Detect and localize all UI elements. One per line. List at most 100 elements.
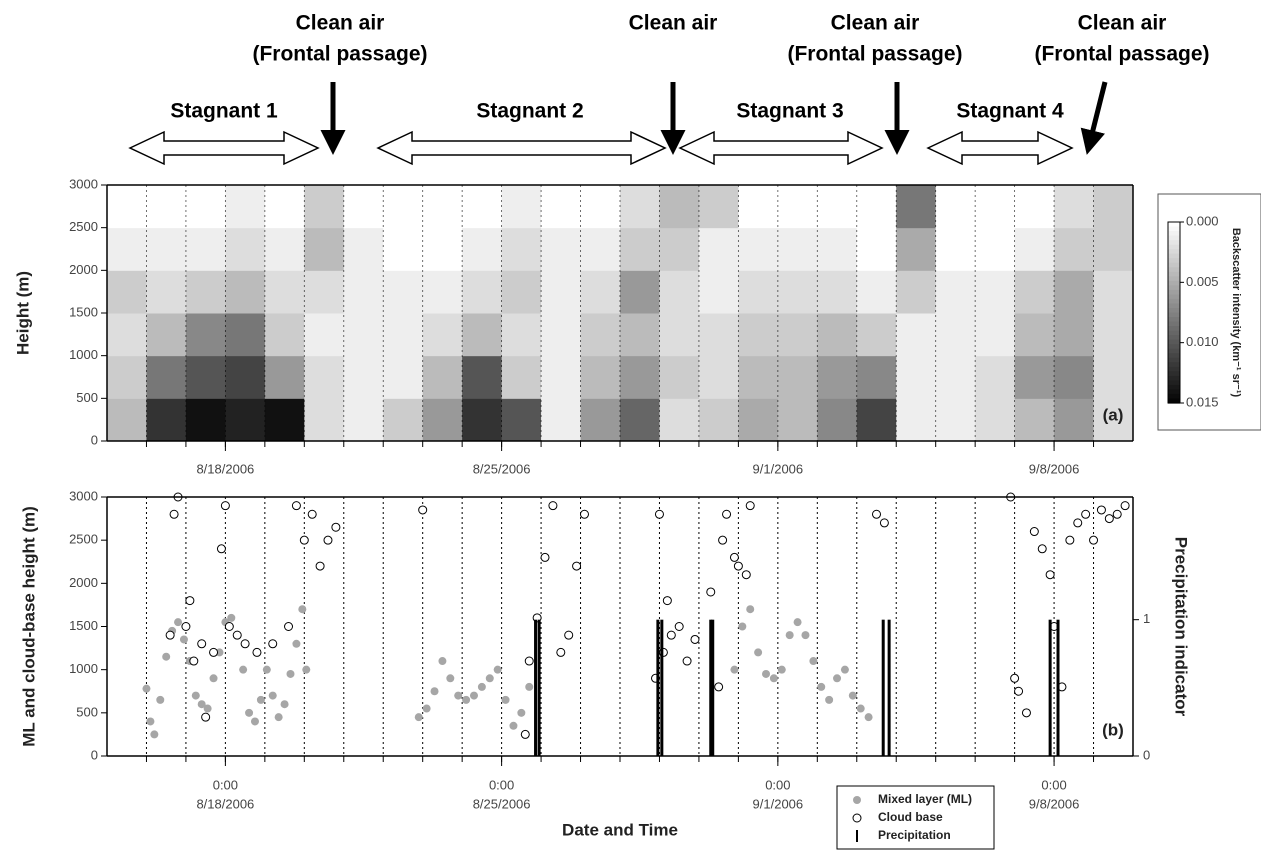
heat-cell [264,270,305,314]
ml-point [809,657,818,666]
ml-point [174,618,183,627]
colorbar-tick-label: 0.010 [1186,334,1219,349]
heat-cell [698,313,739,357]
heat-cell [185,355,226,399]
heat-cell [501,227,542,271]
y-tick-label: 0 [91,747,98,762]
cloud-base-point [729,552,739,562]
heat-cell [541,270,582,314]
ml-point [769,674,778,683]
ml-point [462,695,471,704]
heat-cell [620,313,660,357]
ml-point [280,700,289,709]
ml-point [245,708,254,717]
panel-label: (b) [1102,720,1124,739]
annotation: Stagnant 1 [170,100,278,123]
heat-cell [383,270,424,314]
colorbar-step [1168,348,1180,354]
precip-bar [709,619,713,756]
heat-cell [659,313,700,357]
heat-cell [698,355,739,399]
heat-cell [935,227,976,271]
heat-cell [185,185,226,229]
ml-point [817,682,826,691]
ml-point [298,605,307,614]
ml-point [517,708,526,717]
heat-cell [422,313,463,357]
ml-point [777,665,786,674]
heat-cell [343,270,384,314]
heat-cell [343,227,384,271]
heat-cell [422,185,463,229]
heat-cell [817,313,858,357]
heat-cell [107,355,147,399]
heat-cell [738,227,779,271]
heat-cell [343,355,384,399]
ml-point [262,665,271,674]
heat-cell [620,227,660,271]
y-tick-label: 2000 [69,575,98,590]
cloud-base-point [220,501,230,511]
heat-cell [856,313,897,357]
x-tick-label: 9/1/2006 [753,796,804,811]
cloud-base-point [181,622,191,631]
ml-point [142,684,151,693]
heat-cell [185,398,226,442]
cloud-base-point [706,587,716,597]
y-axis-label: Height (m) [13,271,32,355]
cloud-base-point [872,509,881,519]
heat-cell [185,313,226,357]
heat-cell [738,355,779,399]
heat-cell [1093,185,1134,229]
heat-cell [896,398,937,442]
legend-box [836,785,995,850]
ml-point [227,613,236,622]
colorbar-step [1168,258,1180,264]
heat-cell [383,185,424,229]
ml-point [840,665,849,674]
colorbar-step [1168,335,1180,341]
colorbar-step [1168,244,1180,250]
ml-point [509,721,518,730]
heat-cell [462,313,503,357]
cloud-base-point [564,630,574,640]
heat-cell [1014,227,1055,271]
heat-cell [620,398,660,442]
heat-cell [1093,313,1134,357]
heat-cell [1014,398,1055,442]
colorbar-step [1168,362,1180,368]
heat-cell [580,355,621,399]
heat-cell [383,227,424,271]
panel-label: (a) [1103,405,1124,424]
colorbar-step [1168,298,1180,305]
ml-point [785,631,794,640]
cloud-base-point [197,639,207,649]
cloud-base-point [307,509,317,519]
ml-point [493,665,502,674]
heat-cell [1093,398,1134,442]
x-tick-label: 8/25/2006 [473,796,531,811]
y-axis-label: ML and cloud-base height (m) [19,506,38,747]
cloud-base-point [662,596,672,606]
x-tick-label: 9/8/2006 [1029,461,1080,476]
arrow [1080,81,1108,155]
double-arrow [128,130,320,166]
ml-point [150,730,159,739]
heat-cell [777,227,818,271]
heat-cell [856,227,897,271]
heat-cell [896,185,937,229]
cloud-base-point [1120,501,1130,511]
annotation: Clean air [296,12,385,35]
cloud-base-point [722,509,732,519]
heat-cell [107,313,147,357]
ml-point [825,695,834,704]
cloud-base-point [240,639,250,649]
colorbar-step [1168,276,1180,282]
heat-cell [698,185,739,229]
ml-point [469,691,478,700]
heat-cell [225,355,266,399]
x-tick-label: 9/1/2006 [753,461,804,476]
colorbar-step [1168,289,1180,295]
ml-point [197,700,206,709]
annotation: Stagnant 4 [956,100,1064,123]
